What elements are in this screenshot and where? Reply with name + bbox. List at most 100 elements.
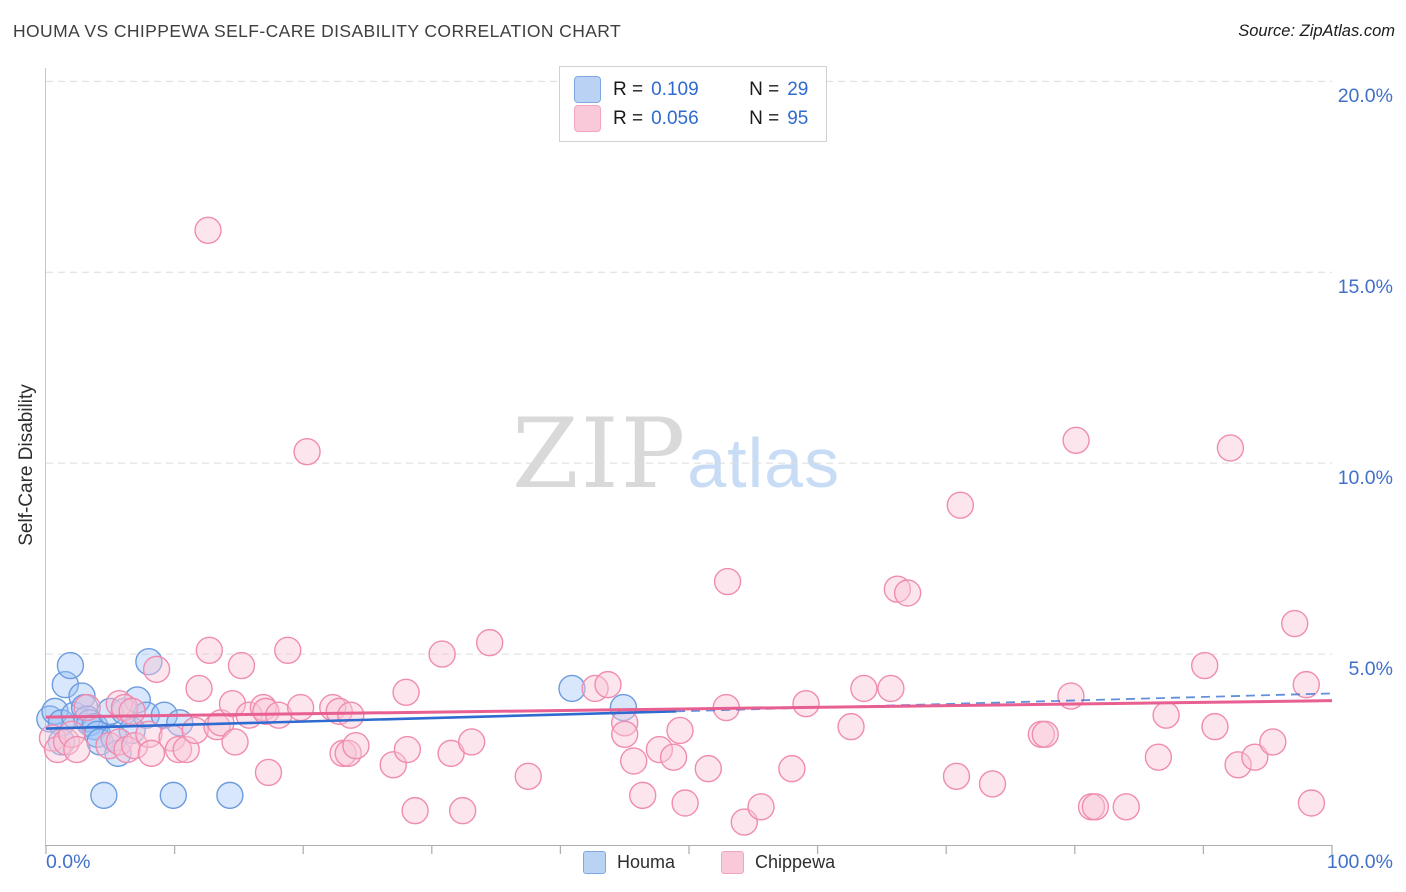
chippewa-point[interactable] bbox=[401, 796, 429, 825]
chippewa-point[interactable] bbox=[43, 735, 72, 764]
chippewa-point[interactable] bbox=[194, 216, 222, 244]
chippewa-point[interactable] bbox=[666, 716, 694, 745]
chippewa-point[interactable] bbox=[837, 712, 865, 741]
houma-point[interactable] bbox=[216, 781, 244, 810]
chippewa-point[interactable] bbox=[1144, 743, 1173, 771]
chippewa-r-value: 0.056 bbox=[651, 107, 699, 129]
chippewa-point[interactable] bbox=[1031, 720, 1059, 748]
chippewa-point[interactable] bbox=[457, 728, 486, 756]
x-axis-label-min: 0.0% bbox=[46, 851, 91, 873]
chippewa-point[interactable] bbox=[629, 781, 657, 810]
chippewa-point[interactable] bbox=[137, 739, 166, 768]
chippewa-point[interactable] bbox=[1241, 743, 1269, 771]
chippewa-point[interactable] bbox=[1062, 426, 1090, 454]
series-legend: Houma Chippewa bbox=[583, 851, 881, 874]
chippewa-point[interactable] bbox=[611, 720, 639, 748]
chippewa-point[interactable] bbox=[393, 735, 422, 764]
houma-point[interactable] bbox=[558, 674, 586, 703]
chippewa-swatch bbox=[574, 105, 601, 132]
chippewa-point[interactable] bbox=[448, 796, 477, 825]
chippewa-point[interactable] bbox=[218, 690, 247, 718]
chippewa-point[interactable] bbox=[379, 751, 407, 779]
chippewa-point[interactable] bbox=[227, 651, 256, 680]
houma-point[interactable] bbox=[90, 781, 118, 810]
chippewa-point[interactable] bbox=[778, 754, 806, 783]
chippewa-point[interactable] bbox=[713, 567, 742, 596]
stats-row-houma: R = 0.109 N = 29 bbox=[574, 75, 808, 104]
chippewa-point[interactable] bbox=[334, 739, 362, 768]
chippewa-point[interactable] bbox=[1259, 728, 1287, 756]
chippewa-point[interactable] bbox=[659, 743, 688, 771]
chippewa-point[interactable] bbox=[337, 701, 365, 729]
scatter-plot-svg bbox=[36, 80, 1333, 854]
chippewa-point[interactable] bbox=[1281, 609, 1309, 638]
chippewa-point[interactable] bbox=[113, 735, 141, 764]
chippewa-point[interactable] bbox=[1224, 751, 1252, 779]
chippewa-point[interactable] bbox=[850, 674, 878, 703]
chippewa-point[interactable] bbox=[893, 579, 922, 607]
chippewa-point[interactable] bbox=[671, 789, 699, 817]
chippewa-point[interactable] bbox=[325, 697, 353, 726]
chippewa-point[interactable] bbox=[164, 735, 193, 764]
houma-n-label: N = bbox=[749, 78, 780, 100]
page-title: HOUMA VS CHIPPEWA SELF-CARE DISABILITY C… bbox=[13, 21, 622, 41]
chippewa-point[interactable] bbox=[877, 674, 905, 703]
chippewa-point[interactable] bbox=[792, 690, 820, 718]
chippewa-point[interactable] bbox=[118, 697, 146, 726]
chippewa-n-value: 95 bbox=[787, 107, 809, 129]
chippewa-point[interactable] bbox=[293, 438, 321, 466]
chippewa-point[interactable] bbox=[437, 739, 465, 768]
chippewa-point[interactable] bbox=[1201, 712, 1229, 741]
y-axis-tick-label: 15.0% bbox=[1337, 276, 1393, 299]
chippewa-point[interactable] bbox=[694, 754, 722, 783]
chippewa-point[interactable] bbox=[747, 793, 775, 821]
source-label: Source: ZipAtlas.com bbox=[1238, 22, 1395, 40]
chippewa-point[interactable] bbox=[286, 693, 315, 722]
chippewa-point[interactable] bbox=[1292, 670, 1320, 699]
chippewa-point[interactable] bbox=[1112, 793, 1140, 821]
chippewa-point[interactable] bbox=[142, 655, 171, 684]
chippewa-n-label: N = bbox=[749, 107, 780, 129]
chippewa-point[interactable] bbox=[1297, 789, 1326, 817]
chippewa-point[interactable] bbox=[645, 735, 674, 764]
stats-row-chippewa: R = 0.056 N = 95 bbox=[574, 104, 808, 133]
chippewa-point[interactable] bbox=[514, 762, 542, 790]
chippewa-point[interactable] bbox=[1216, 434, 1245, 462]
chippewa-point[interactable] bbox=[185, 674, 213, 703]
legend-item-houma: Houma bbox=[583, 851, 675, 874]
chippewa-legend-label: Chippewa bbox=[755, 852, 836, 872]
houma-point[interactable] bbox=[56, 651, 85, 680]
chippewa-r-label: R = bbox=[613, 107, 644, 129]
chippewa-point[interactable] bbox=[1081, 793, 1110, 821]
chippewa-point[interactable] bbox=[195, 636, 224, 664]
y-axis-tick-label: 10.0% bbox=[1337, 467, 1393, 490]
chippewa-point[interactable] bbox=[274, 636, 302, 664]
houma-point[interactable] bbox=[159, 781, 188, 810]
chippewa-point[interactable] bbox=[428, 640, 456, 668]
chippewa-point[interactable] bbox=[946, 491, 975, 519]
chippewa-point[interactable] bbox=[73, 693, 101, 722]
chippewa-point[interactable] bbox=[594, 670, 622, 699]
chippewa-point[interactable] bbox=[110, 693, 139, 722]
houma-point[interactable] bbox=[135, 648, 163, 676]
chippewa-point[interactable] bbox=[475, 628, 504, 657]
chippewa-point[interactable] bbox=[121, 732, 149, 760]
chippewa-legend-swatch bbox=[721, 851, 745, 874]
chippewa-point[interactable] bbox=[620, 747, 648, 775]
y-axis-title: Self-Care Disability bbox=[16, 384, 37, 546]
chippewa-point[interactable] bbox=[1152, 701, 1180, 729]
chippewa-point[interactable] bbox=[221, 728, 249, 756]
chippewa-point[interactable] bbox=[883, 575, 912, 603]
chippewa-point[interactable] bbox=[978, 770, 1007, 798]
chippewa-point[interactable] bbox=[942, 762, 971, 790]
legend-item-chippewa: Chippewa bbox=[721, 851, 835, 874]
chippewa-point[interactable] bbox=[342, 732, 370, 760]
y-axis-tick-label: 20.0% bbox=[1337, 85, 1393, 108]
chippewa-point[interactable] bbox=[1190, 651, 1219, 680]
chippewa-trendline bbox=[45, 699, 1333, 719]
chippewa-point[interactable] bbox=[254, 758, 283, 787]
chippewa-point[interactable] bbox=[63, 735, 91, 764]
plot-area bbox=[36, 68, 1333, 854]
chippewa-point[interactable] bbox=[392, 678, 420, 706]
